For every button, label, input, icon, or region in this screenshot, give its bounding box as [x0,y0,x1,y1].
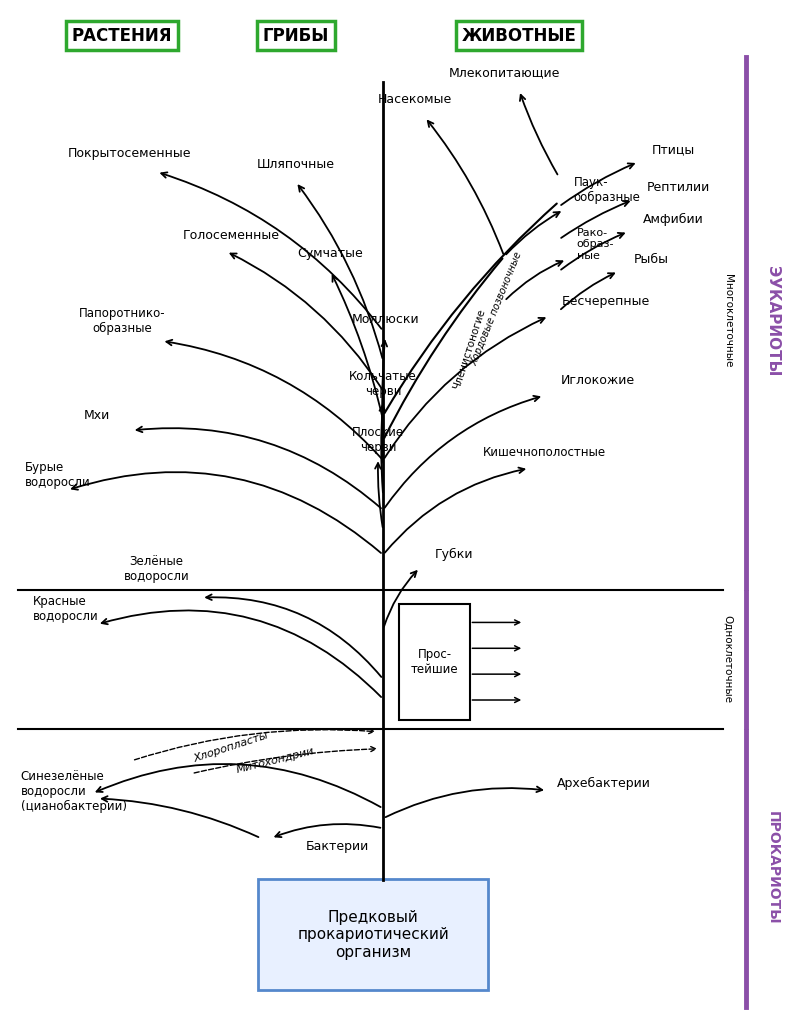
Text: Губки: Губки [435,549,473,561]
FancyBboxPatch shape [258,879,488,991]
Text: Митохондрии: Митохондрии [236,746,316,775]
Text: Млекопитающие: Млекопитающие [449,66,560,79]
Text: Рептилии: Рептилии [647,181,711,194]
Text: ЭУКАРИОТЫ: ЭУКАРИОТЫ [765,265,780,376]
Text: Сумчатые: Сумчатые [298,247,364,260]
Text: Кольчатые
черви: Кольчатые черви [349,370,417,398]
Text: Иглокожие: Иглокожие [561,374,635,387]
Text: Покрытосеменные: Покрытосеменные [68,148,191,160]
Text: Мхи: Мхи [84,409,110,422]
Text: Красные
водоросли: Красные водоросли [33,595,98,624]
Text: ГРИБЫ: ГРИБЫ [263,27,329,44]
Text: ПРОКАРИОТЫ: ПРОКАРИОТЫ [765,811,780,925]
Text: Кишечнополостные: Кишечнополостные [483,446,606,459]
Text: Архебактерии: Архебактерии [557,777,651,790]
Text: Синезелёные
водоросли
(цианобактерии): Синезелёные водоросли (цианобактерии) [21,770,127,813]
Text: Хордовые позвоночные: Хордовые позвоночные [469,251,524,368]
Text: Паук-
ообразные: Паук- ообразные [574,176,641,204]
Text: ЖИВОТНЫЕ: ЖИВОТНЫЕ [461,27,576,44]
Text: Птицы: Птицы [652,144,696,156]
Text: Голосеменные: Голосеменные [183,229,279,242]
Text: Прос-
тейшие: Прос- тейшие [411,648,459,676]
Text: Насекомые: Насекомые [378,93,452,105]
Text: Рако-
образ-
ные: Рако- образ- ные [576,228,615,261]
Text: Плоские
черви: Плоские черви [352,427,404,455]
Text: Амфибии: Амфибии [643,213,704,226]
Text: Моллюски: Моллюски [351,313,419,325]
Text: Зелёные
водоросли: Зелёные водоросли [124,555,190,583]
Text: Бесчерепные: Бесчерепные [562,294,650,308]
Text: РАСТЕНИЯ: РАСТЕНИЯ [71,27,172,44]
Text: Шляпочные: Шляпочные [256,158,335,171]
Text: Хлоропласты: Хлоропласты [192,730,270,763]
Text: Бактерии: Бактерии [306,840,369,852]
Text: Папоротнико-
образные: Папоротнико- образные [79,307,165,335]
Text: Предковый
прокариотический
организм: Предковый прокариотический организм [297,910,449,960]
FancyBboxPatch shape [399,603,471,720]
Text: Рыбы: Рыбы [634,253,669,265]
Text: Одноклеточные: Одноклеточные [723,616,733,703]
Text: Членистоногие: Членистоногие [452,308,488,390]
Text: Бурые
водоросли: Бурые водоросли [25,461,91,490]
Text: Многоклеточные: Многоклеточные [723,275,733,368]
